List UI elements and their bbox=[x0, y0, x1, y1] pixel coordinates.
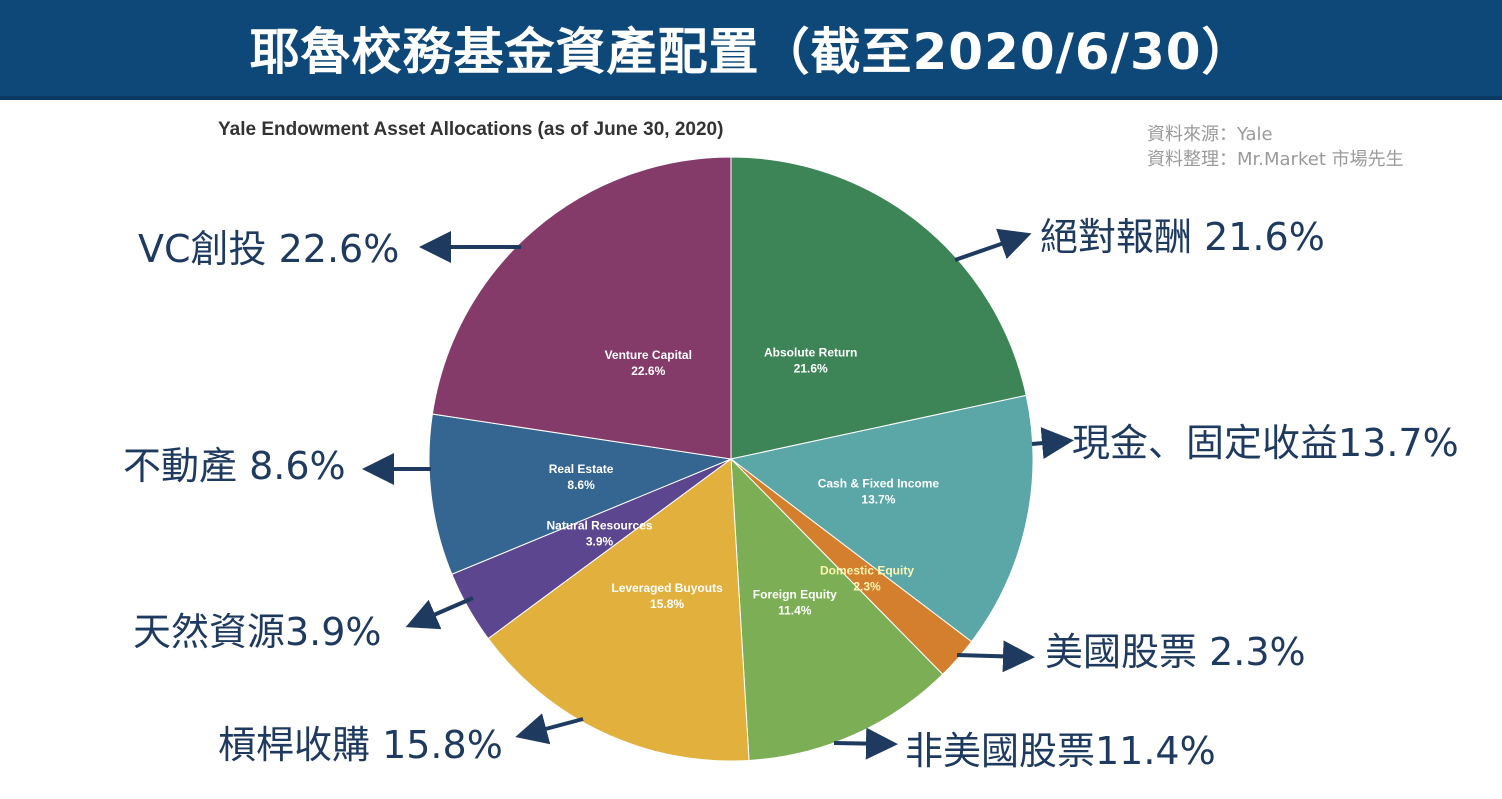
title-banner: 耶魯校務基金資產配置（截至2020/6/30） bbox=[0, 0, 1502, 100]
callout-arrow-absolute-return bbox=[954, 228, 1032, 262]
pie-slice-leveraged-buyouts bbox=[487, 458, 750, 762]
slice-value-absolute-return: 21.6% bbox=[794, 361, 828, 375]
callout-cash-fixed-income: 現金、固定收益13.7% bbox=[1072, 421, 1459, 465]
slice-label-leveraged-buyouts: Leveraged Buyouts bbox=[611, 581, 723, 595]
callout-arrow-leveraged-buyouts bbox=[515, 713, 584, 745]
pie-slice-foreign-equity bbox=[730, 457, 944, 761]
callout-absolute-return: 絕對報酬 21.6% bbox=[1040, 215, 1325, 259]
pie-slice-cash-fixed-income bbox=[729, 394, 1034, 643]
callout-domestic-equity: 美國股票 2.3% bbox=[1045, 630, 1306, 674]
slice-value-cash-fixed-income: 13.7% bbox=[861, 493, 895, 507]
chart-title: Yale Endowment Asset Allocations (as of … bbox=[218, 119, 724, 140]
slice-value-venture-capital: 22.6% bbox=[631, 364, 665, 378]
slice-value-natural-resources: 3.9% bbox=[586, 534, 614, 548]
source-note: 資料來源：Yale bbox=[1147, 124, 1273, 145]
callout-foreign-equity: 非美國股票11.4% bbox=[905, 729, 1216, 773]
pie-slice-absolute-return bbox=[730, 156, 1027, 460]
slice-label-natural-resources: Natural Resources bbox=[547, 518, 653, 532]
slice-label-cash-fixed-income: Cash & Fixed Income bbox=[818, 477, 940, 491]
callout-leveraged-buyouts: 槓桿收購 15.8% bbox=[218, 723, 503, 767]
callout-natural-resources: 天然資源3.9% bbox=[133, 610, 382, 654]
pie-slice-real-estate bbox=[428, 413, 733, 575]
slice-label-real-estate: Real Estate bbox=[549, 462, 614, 476]
banner-title: 耶魯校務基金資產配置（截至2020/6/30） bbox=[249, 23, 1253, 81]
callout-arrow-natural-resources bbox=[405, 596, 474, 630]
slice-label-domestic-equity: Domestic Equity bbox=[820, 564, 914, 578]
slice-label-foreign-equity: Foreign Equity bbox=[753, 588, 837, 602]
slice-label-absolute-return: Absolute Return bbox=[764, 345, 857, 359]
pie-slice-venture-capital bbox=[431, 156, 732, 460]
callout-arrow-cash-fixed-income bbox=[1031, 427, 1074, 460]
callout-venture-capital: VC創投 22.6% bbox=[138, 227, 400, 271]
compiler-note: 資料整理：Mr.Market 市場先生 bbox=[1147, 149, 1404, 170]
slice-value-real-estate: 8.6% bbox=[567, 478, 595, 492]
slice-value-leveraged-buyouts: 15.8% bbox=[650, 597, 684, 611]
callout-arrow-domestic-equity bbox=[956, 640, 1035, 673]
slice-value-foreign-equity: 11.4% bbox=[778, 604, 812, 618]
slice-label-venture-capital: Venture Capital bbox=[605, 348, 692, 362]
callout-arrow-foreign-equity bbox=[833, 727, 898, 760]
slice-value-domestic-equity: 2.3% bbox=[853, 580, 881, 594]
callout-real-estate: 不動產 8.6% bbox=[123, 444, 346, 488]
